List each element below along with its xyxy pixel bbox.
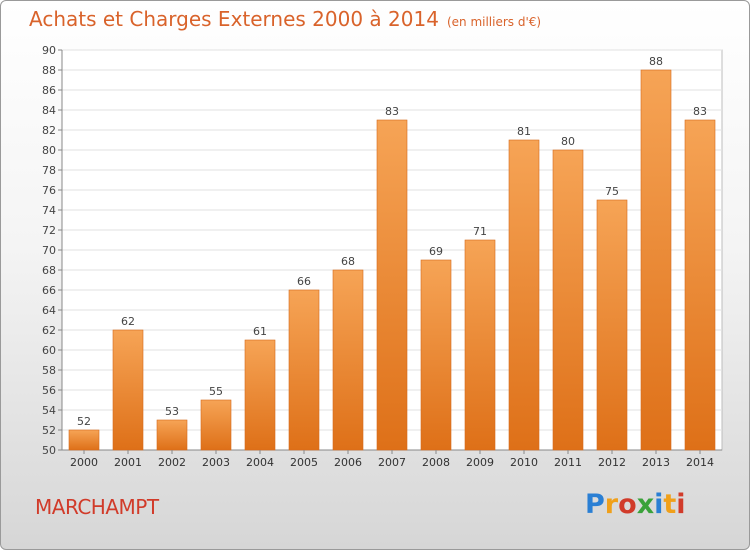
bar-value-label: 88 bbox=[649, 55, 663, 68]
logo-letter: P bbox=[585, 489, 605, 520]
y-tick-label: 56 bbox=[42, 384, 56, 397]
bar bbox=[640, 69, 672, 451]
y-tick-label: 80 bbox=[42, 144, 56, 157]
bar-value-label: 53 bbox=[165, 405, 179, 418]
logo-letter: i bbox=[654, 489, 664, 520]
bar-value-label: 83 bbox=[385, 105, 399, 118]
x-tick-label: 2014 bbox=[686, 456, 714, 469]
bar bbox=[68, 429, 100, 451]
x-tick-label: 2013 bbox=[642, 456, 670, 469]
bar bbox=[288, 289, 320, 451]
x-tick-label: 2000 bbox=[70, 456, 98, 469]
y-tick-label: 58 bbox=[42, 364, 56, 377]
chart-unit: (en milliers d'€) bbox=[446, 15, 542, 29]
bar-value-label: 61 bbox=[253, 325, 267, 338]
proxiti-logo: Proxiti bbox=[585, 489, 686, 520]
y-tick-label: 62 bbox=[42, 324, 56, 337]
bar-value-label: 71 bbox=[473, 225, 487, 238]
y-tick-label: 60 bbox=[42, 344, 56, 357]
y-tick-label: 74 bbox=[42, 204, 56, 217]
bar bbox=[552, 149, 584, 451]
y-tick-label: 70 bbox=[42, 244, 56, 257]
y-tick-label: 52 bbox=[42, 424, 56, 437]
bar bbox=[112, 329, 144, 451]
bar-value-label: 75 bbox=[605, 185, 619, 198]
bar-value-label: 81 bbox=[517, 125, 531, 138]
y-tick-label: 72 bbox=[42, 224, 56, 237]
y-tick-label: 54 bbox=[42, 404, 56, 417]
y-tick-label: 88 bbox=[42, 64, 56, 77]
bar-value-label: 80 bbox=[561, 135, 575, 148]
bar bbox=[376, 119, 408, 451]
x-tick-label: 2003 bbox=[202, 456, 230, 469]
x-tick-label: 2009 bbox=[466, 456, 494, 469]
bar bbox=[244, 339, 276, 451]
x-tick-label: 2004 bbox=[246, 456, 274, 469]
x-tick-label: 2002 bbox=[158, 456, 186, 469]
y-tick-label: 82 bbox=[42, 124, 56, 137]
bar bbox=[684, 119, 716, 451]
bar bbox=[332, 269, 364, 451]
x-tick-label: 2007 bbox=[378, 456, 406, 469]
commune-name: MARCHAMPT bbox=[35, 495, 159, 519]
x-tick-label: 2006 bbox=[334, 456, 362, 469]
logo-letter: r bbox=[604, 489, 619, 520]
logo-letter: t bbox=[663, 489, 677, 520]
bar bbox=[596, 199, 628, 451]
bar-value-label: 68 bbox=[341, 255, 355, 268]
x-tick-label: 2005 bbox=[290, 456, 318, 469]
y-tick-label: 64 bbox=[42, 304, 56, 317]
logo-letter: x bbox=[636, 489, 655, 520]
bar-value-label: 69 bbox=[429, 245, 443, 258]
bar-value-label: 62 bbox=[121, 315, 135, 328]
bar-value-label: 66 bbox=[297, 275, 311, 288]
x-tick-label: 2001 bbox=[114, 456, 142, 469]
bar-value-label: 52 bbox=[77, 415, 91, 428]
bar bbox=[420, 259, 452, 451]
bar bbox=[464, 239, 496, 451]
logo-letter: o bbox=[618, 489, 637, 520]
y-tick-label: 90 bbox=[42, 44, 56, 57]
x-tick-label: 2011 bbox=[554, 456, 582, 469]
chart-title: Achats et Charges Externes 2000 à 2014 (e… bbox=[29, 7, 542, 31]
y-tick-label: 50 bbox=[42, 444, 56, 457]
y-tick-label: 66 bbox=[42, 284, 56, 297]
y-tick-label: 76 bbox=[42, 184, 56, 197]
bar-value-label: 83 bbox=[693, 105, 707, 118]
bar bbox=[200, 399, 232, 451]
logo-letter: i bbox=[676, 489, 686, 520]
y-tick-label: 86 bbox=[42, 84, 56, 97]
bar-value-label: 55 bbox=[209, 385, 223, 398]
y-tick-label: 78 bbox=[42, 164, 56, 177]
x-tick-label: 2008 bbox=[422, 456, 450, 469]
y-tick-label: 84 bbox=[42, 104, 56, 117]
y-tick-label: 68 bbox=[42, 264, 56, 277]
bar bbox=[508, 139, 540, 451]
x-tick-label: 2012 bbox=[598, 456, 626, 469]
bar bbox=[156, 419, 188, 451]
x-tick-label: 2010 bbox=[510, 456, 538, 469]
